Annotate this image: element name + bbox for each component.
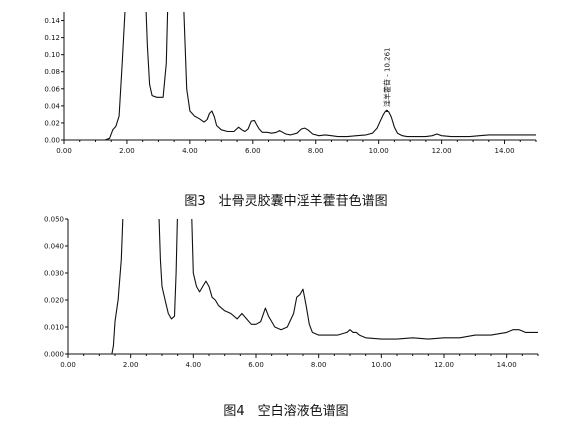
figure-3-caption: 图3 壮骨灵胶囊中淫羊藿苷色谱图 — [184, 193, 387, 209]
chart1-x-tick-label-6: 12.00 — [432, 147, 452, 155]
chart1-y-tick-label-4: 0.08 — [44, 68, 60, 76]
chart2-y-tick-label-5: 0.050 — [44, 216, 64, 224]
chart1-annotation-label-0: 淫羊藿苷 - 10.261 — [382, 48, 391, 107]
chart1-x-tick-label-1: 2.00 — [119, 147, 135, 155]
chart1-x-tick-label-2: 4.00 — [182, 147, 198, 155]
chart1-y-tick-label-0: 0.00 — [44, 137, 60, 145]
chart1-y-tick-label-1: 0.02 — [44, 119, 60, 127]
chart2-x-tick-label-2: 4.00 — [186, 361, 202, 369]
chart1-x-tick-label-7: 14.00 — [495, 147, 515, 155]
chart1-x-tick-label-0: 0.00 — [56, 147, 72, 155]
chart2-y-tick-label-4: 0.040 — [44, 243, 64, 251]
chart2-y-tick-label-0: 0.000 — [44, 351, 64, 359]
plot-area-1: 0.00 0.02 0.04 0.06 0.08 0.10 0.12 0.14 0.00 2.00… — [44, 12, 537, 155]
plot-area-2: 0.000 0.010 0.020 0.030 0.040 0.050 0.00 2.00 4.… — [44, 216, 539, 369]
chart2-series-0-line — [68, 219, 538, 354]
chart1-y-tick-label-7: 0.14 — [44, 17, 60, 25]
chart1-x-tick-label-5: 10.00 — [369, 147, 389, 155]
chart2-x-tick-label-6: 12.00 — [434, 361, 454, 369]
chart1-x-tick-label-4: 8.00 — [308, 147, 324, 155]
chart2-y-tick-label-2: 0.020 — [44, 297, 64, 305]
chart2-x-tick-label-7: 14.00 — [497, 361, 517, 369]
chart1-x-tick-label-3: 6.00 — [245, 147, 261, 155]
chart2-x-tick-label-1: 2.00 — [123, 361, 139, 369]
chart2-y-tick-label-3: 0.030 — [44, 270, 64, 278]
chart2-y-tick-label-1: 0.010 — [44, 324, 64, 332]
chart1-annotation-marker-0 — [385, 109, 389, 113]
chart2-x-tick-label-3: 6.00 — [248, 361, 264, 369]
figure-4-caption: 图4 空白溶液色谱图 — [223, 403, 348, 419]
chart2-x-tick-label-4: 8.00 — [311, 361, 327, 369]
chart2-x-tick-label-0: 0.00 — [60, 361, 76, 369]
chart1-y-tick-label-2: 0.04 — [44, 102, 60, 110]
chart2-x-tick-label-5: 10.00 — [371, 361, 391, 369]
chart1-y-tick-label-6: 0.12 — [44, 34, 60, 42]
chart-figure-4: 0.000 0.010 0.020 0.030 0.040 0.050 0.00 2.00 4.… — [44, 216, 539, 419]
chart1-series-0-line — [64, 12, 536, 140]
chart1-y-tick-label-5: 0.10 — [44, 51, 60, 59]
chart1-y-tick-label-3: 0.06 — [44, 85, 60, 93]
chart-figure-3: 0.00 0.02 0.04 0.06 0.08 0.10 0.12 0.14 0.00 2.00… — [44, 12, 537, 209]
